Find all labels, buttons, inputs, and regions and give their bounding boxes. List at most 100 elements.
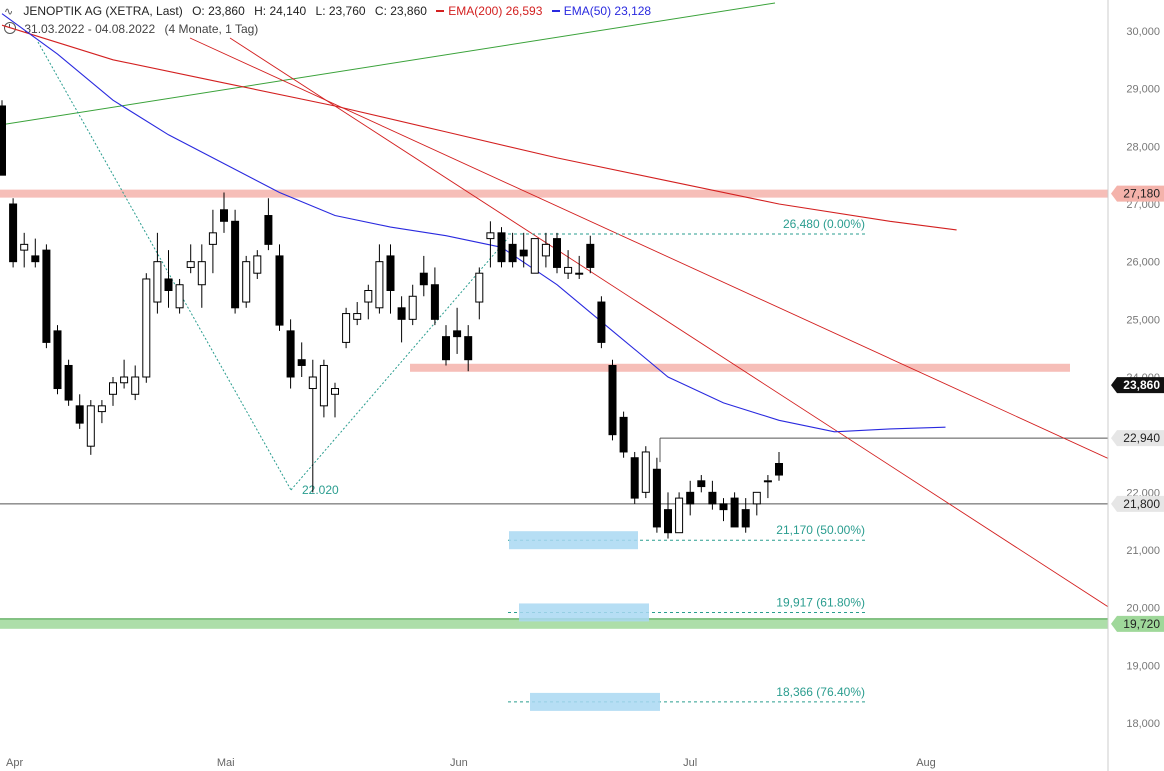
price-tick-label: 21,000 [1126, 545, 1160, 557]
candle-body [497, 232, 506, 263]
low-value: L: 23,760 [315, 4, 366, 18]
chart-symbol-icon: ∿ [4, 6, 14, 18]
candle-body [553, 238, 561, 268]
candle-body [220, 209, 228, 222]
price-tick-label: 18,000 [1126, 718, 1160, 730]
candle-body [331, 388, 339, 395]
price-marker-label: 21,800 [1123, 497, 1160, 511]
candle-body [308, 376, 317, 390]
time-tick-label: Aug [916, 757, 936, 769]
high-value: H: 24,140 [254, 4, 307, 18]
candle-body [741, 509, 750, 528]
candle-body [264, 215, 273, 245]
price-tick-label: 28,000 [1126, 141, 1160, 153]
clock-icon [4, 22, 16, 34]
candle-body [342, 313, 351, 343]
ema-layer [1, 13, 957, 433]
fibonacci-layer: 26,480 (0.00%) 21,170 (50.00%) 19,917 (61.… [508, 217, 865, 711]
candle-body [775, 463, 783, 476]
candle-body [641, 451, 650, 493]
candle-body [464, 336, 473, 361]
price-tick-label: 30,000 [1126, 26, 1160, 38]
time-tick-label: Apr [6, 757, 23, 769]
candle-body [375, 261, 384, 309]
ema50-label: EMA(50) [563, 4, 612, 18]
time-tick-label: Jul [683, 757, 697, 769]
green-trendline [0, 2, 776, 126]
candle-body [519, 249, 528, 257]
resistance-zone [0, 189, 1108, 198]
ema50-legend: EMA(50) 23,128 [551, 4, 651, 18]
candle-body [86, 405, 95, 447]
candle-body [231, 220, 240, 309]
candle-body [608, 364, 617, 436]
resistance-zone [410, 363, 1070, 372]
candle-body [397, 307, 406, 320]
candle-body [675, 497, 684, 534]
dotted-line-down [37, 41, 292, 491]
candle-body [686, 491, 695, 505]
price-marker [1111, 185, 1164, 202]
ema50-swatch [551, 10, 560, 12]
candle-body [353, 313, 362, 320]
candle-body [286, 330, 295, 378]
candle-body [697, 480, 706, 488]
dotted-line-up [290, 237, 509, 491]
candle-body [597, 301, 606, 343]
candle-body [20, 243, 29, 251]
candle-body [386, 255, 395, 291]
candle-body [752, 491, 761, 505]
candle-body [730, 497, 739, 528]
candle-body [586, 243, 595, 268]
ema200-swatch [436, 10, 445, 12]
price-marker-label: 19,720 [1123, 617, 1160, 631]
swing-low-label: 22.020 [302, 483, 339, 497]
candle-body [575, 272, 584, 275]
candle-body [186, 261, 195, 268]
candle-body [708, 491, 717, 505]
fib-level-label: 21,170 (50.00%) [776, 523, 865, 537]
time-axis: Apr Mai Jun Jul Aug [6, 757, 936, 769]
candle-body [131, 376, 140, 395]
candle-body [197, 261, 206, 286]
price-marker [1111, 615, 1164, 632]
price-marker [1111, 377, 1164, 394]
date-range: 31.03.2022 - 04.08.2022 [24, 22, 156, 36]
trendlines-layer: 22.020 [0, 2, 1164, 644]
candle-body [541, 243, 550, 257]
candle-body [652, 468, 661, 528]
candle-body [486, 232, 495, 240]
price-tick-label: 26,000 [1126, 257, 1160, 269]
fib-target-box [530, 692, 660, 711]
candle-body [319, 364, 328, 407]
candle-body [253, 255, 262, 274]
candle-body [42, 249, 51, 343]
close-value: C: 23,860 [374, 4, 427, 18]
candle-body [153, 261, 162, 303]
price-marker [1111, 495, 1164, 512]
price-marker [1111, 430, 1164, 447]
candle-body [564, 266, 573, 274]
fib-target-box [509, 531, 638, 550]
price-tick-label: 19,000 [1126, 660, 1160, 672]
candle-body [442, 336, 450, 361]
price-axis: 18,00019,00020,00021,00022,00023,00024,0… [1107, 0, 1164, 771]
fib-target-box [519, 603, 649, 622]
candle-body [208, 232, 217, 245]
candle-body [475, 272, 484, 303]
candle-body [763, 480, 772, 483]
symbol-name: JENOPTIK AG (XETRA, Last) [23, 4, 183, 18]
candle-body [64, 364, 73, 401]
candle-body [619, 416, 628, 453]
price-tick-label: 29,000 [1126, 84, 1160, 96]
support-zone [0, 618, 1108, 629]
fib-level-label: 26,480 (0.00%) [783, 217, 865, 231]
ema50-line [1, 13, 946, 433]
candle-body [97, 405, 106, 413]
time-tick-label: Jun [450, 757, 468, 769]
chart-header: ∿ JENOPTIK AG (XETRA, Last) O: 23,860 H:… [4, 4, 651, 18]
candle-body [453, 330, 462, 338]
fib-level-label: 18,366 (76.40%) [776, 685, 865, 699]
price-marker-label: 27,180 [1123, 187, 1160, 201]
